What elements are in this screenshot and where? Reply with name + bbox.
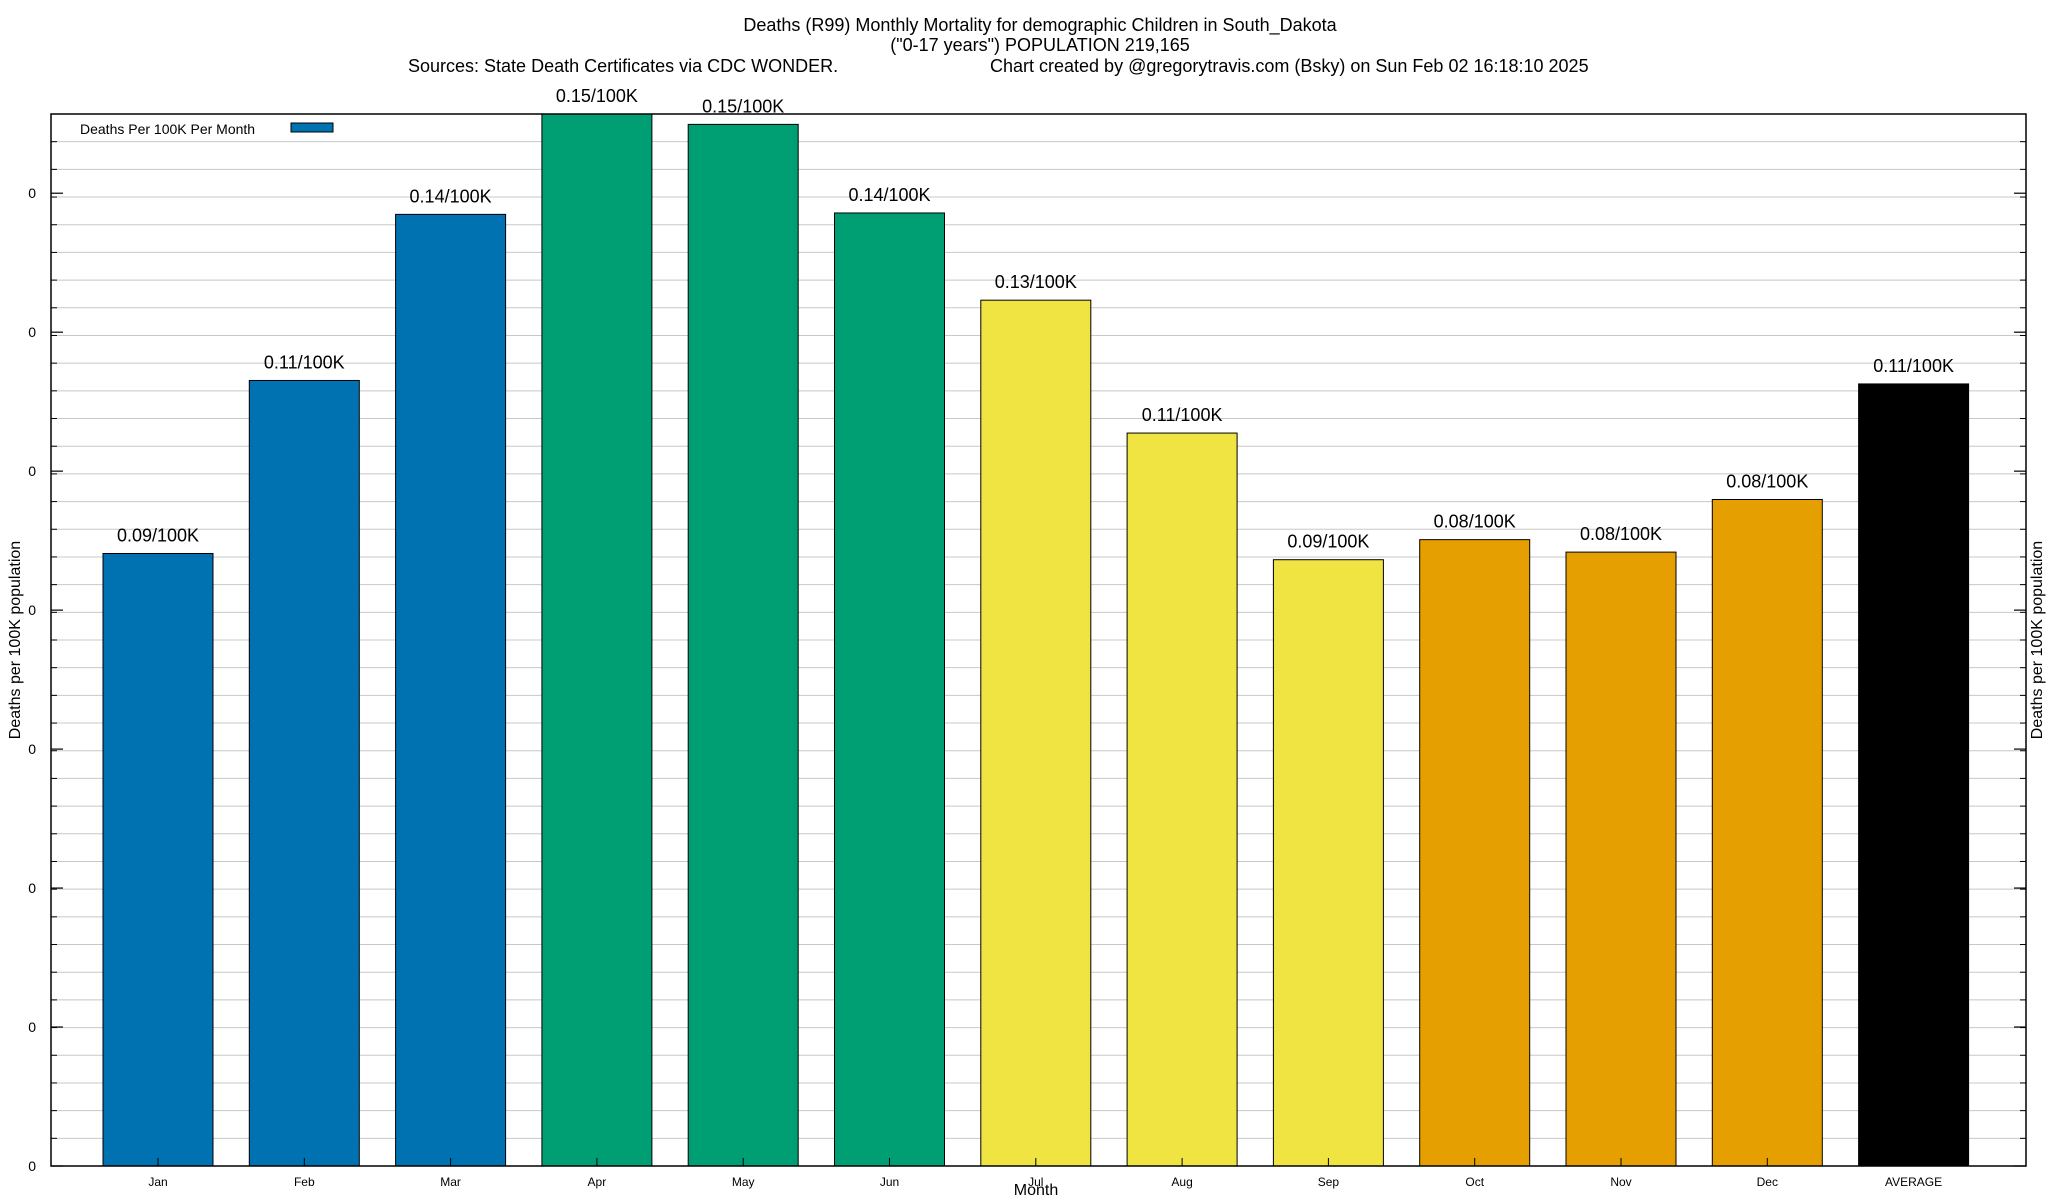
bar-may: [687, 123, 799, 1167]
x-tick-label-mar: Mar: [440, 1175, 461, 1189]
bar-apr: [541, 113, 653, 1167]
x-tick-label-jul: Jul: [1028, 1175, 1043, 1189]
x-tick-label-may: May: [732, 1175, 755, 1189]
data-label-jan: 0.09/100K: [117, 525, 199, 545]
data-label-dec: 0.08/100K: [1726, 472, 1808, 492]
x-tick-label-nov: Nov: [1610, 1175, 1631, 1189]
data-labels: 0.09/100K 0.11/100K 0.14/100K 0.15/100K 0.15…: [117, 86, 1954, 552]
bar-jan: [102, 552, 214, 1167]
bars: [102, 113, 1970, 1167]
legend-label: Deaths Per 100K Per Month: [80, 121, 255, 137]
y-tick-label: 0: [28, 185, 36, 201]
data-label-aug: 0.11/100K: [1142, 405, 1223, 425]
bar-aug: [1126, 432, 1238, 1167]
y-tick-label: 0: [28, 880, 36, 896]
y-tick-label: 0: [28, 1158, 36, 1174]
bar-dec: [1711, 499, 1823, 1167]
x-tick-label-apr: Apr: [588, 1175, 607, 1189]
chart-title: Deaths (R99) Monthly Mortality for demog…: [743, 15, 1337, 36]
data-label-apr: 0.15/100K: [556, 86, 638, 106]
plot-frame: [50, 113, 2027, 1167]
y-axis-label-right: Deaths per 100K population: [2029, 541, 2046, 739]
bar-mar: [395, 213, 507, 1167]
data-label-jul: 0.13/100K: [995, 272, 1077, 292]
x-tick-label-dec: Dec: [1757, 1175, 1778, 1189]
y-tick-label: 0: [28, 741, 36, 757]
y-tick-label: 0: [28, 463, 36, 479]
y-tick-label: 0: [28, 1019, 36, 1035]
bar-feb: [248, 379, 360, 1167]
bar-jun: [834, 212, 945, 1167]
data-label-oct: 0.08/100K: [1434, 512, 1516, 532]
y-tick-label: 0: [28, 324, 36, 340]
legend-swatch: [290, 122, 334, 133]
bar-sep: [1272, 559, 1384, 1167]
chart-credit: Chart created by @gregorytravis.com (Bsk…: [990, 56, 1589, 76]
bar-average: [1858, 383, 1970, 1167]
bar-jul: [980, 299, 1092, 1167]
chart-sources: Sources: State Death Certificates via CD…: [408, 56, 838, 76]
chart-subtitle: ("0-17 years") POPULATION 219,165: [890, 35, 1190, 55]
data-label-jun: 0.14/100K: [848, 185, 930, 205]
x-tick-label-jan: Jan: [148, 1175, 167, 1189]
data-label-average: 0.11/100K: [1873, 356, 1954, 376]
x-tick-label-oct: Oct: [1465, 1175, 1484, 1189]
x-tick-label-feb: Feb: [294, 1175, 315, 1189]
bar-oct: [1419, 539, 1531, 1167]
x-tick-label-aug: Aug: [1171, 1175, 1192, 1189]
y-tick-label: 0: [28, 602, 36, 618]
data-label-mar: 0.14/100K: [410, 186, 492, 206]
axes: 0 0 0 0 0 0 0 0 Jan Feb Mar Apr May Jun Jul Aug Sep Oct No…: [28, 141, 2026, 1189]
x-tick-label-jun: Jun: [880, 1175, 899, 1189]
x-tick-label-sep: Sep: [1318, 1175, 1340, 1189]
data-label-sep: 0.09/100K: [1287, 532, 1369, 552]
y-axis-label-left: Deaths per 100K population: [7, 541, 24, 739]
data-label-nov: 0.08/100K: [1580, 524, 1662, 544]
legend: Deaths Per 100K Per Month: [80, 121, 334, 137]
bar-nov: [1565, 551, 1677, 1167]
x-axis-label: Month: [1014, 1182, 1058, 1199]
data-label-may: 0.15/100K: [702, 96, 784, 116]
data-label-feb: 0.11/100K: [264, 352, 345, 372]
x-tick-label-average: AVERAGE: [1885, 1175, 1942, 1189]
